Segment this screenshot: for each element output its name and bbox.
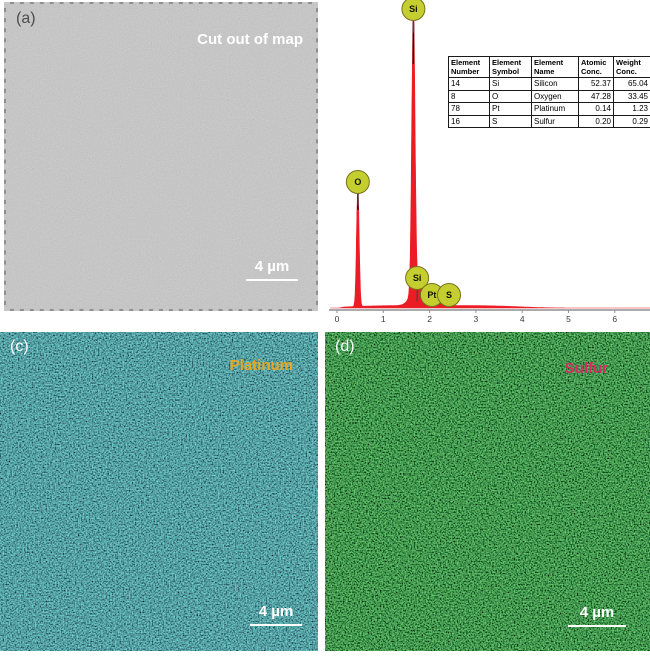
- platinum-map-title: Platinum: [229, 357, 293, 374]
- table-cell: 65.04: [613, 77, 650, 91]
- table-cell: Sulfur: [531, 114, 579, 129]
- element-label-text: Pt: [427, 290, 436, 300]
- table-cell: 47.28: [578, 89, 614, 104]
- eds-quant-table: Element Number Element Symbol Element Name…: [448, 56, 650, 129]
- panel-c-label: (c): [10, 338, 29, 355]
- table-row: 14 Si Silicon 52.37 65.04: [448, 77, 650, 91]
- panel-a-sem-image: (a) Cut out of map 4 µm: [4, 2, 318, 311]
- element-label-text: S: [446, 290, 452, 300]
- table-cell: 52.37: [578, 77, 614, 91]
- table-cell: Silicon: [531, 77, 579, 91]
- sulfur-map-texture: [325, 332, 650, 651]
- element-label-text: Si: [409, 4, 418, 14]
- panel-c-platinum-map: (c) Platinum 4 µm: [0, 332, 318, 651]
- panel-d-label: (d): [335, 338, 355, 355]
- table-cell: O: [489, 89, 532, 104]
- table-header-cell: Element Name: [531, 56, 579, 78]
- panel-d-sulfur-map: (d) Sulfur 4 µm: [325, 332, 650, 651]
- table-cell: Oxygen: [531, 89, 579, 104]
- panel-b-eds-spectrum: 0 1 2 3 4 5 6 Si O Si Pt S Element Number Element Sy…: [325, 0, 650, 330]
- table-row: 78 Pt Platinum 0.14 1.23: [448, 102, 650, 116]
- table-cell: 16: [448, 114, 490, 129]
- table-header-cell: Weight Conc.: [613, 56, 650, 78]
- table-header-cell: Element Symbol: [489, 56, 532, 78]
- x-tick-label: 6: [612, 314, 617, 324]
- table-row: 16 S Sulfur 0.20 0.29: [448, 114, 650, 129]
- scalebar-panel-d: 4 µm: [568, 605, 626, 627]
- scalebar-text: 4 µm: [258, 603, 294, 620]
- x-tick-label: 5: [566, 314, 571, 324]
- table-cell: 33.45: [613, 89, 650, 104]
- scalebar-line: [250, 624, 302, 626]
- x-tick-label: 3: [474, 314, 479, 324]
- table-cell: 0.14: [578, 102, 614, 116]
- table-cell: 1.23: [613, 102, 650, 116]
- platinum-map-texture: [0, 332, 318, 651]
- panel-a-label: (a): [16, 10, 36, 27]
- sulfur-map-title: Sulfur: [564, 360, 608, 377]
- spectrum-trace: [330, 5, 650, 309]
- scalebar-line: [568, 625, 626, 627]
- x-tick-label: 2: [427, 314, 432, 324]
- element-label-text: O: [354, 177, 361, 187]
- scalebar-panel-c: 4 µm: [250, 604, 302, 626]
- scalebar-panel-a: 4 µm: [246, 259, 298, 281]
- scalebar-text: 4 µm: [579, 604, 615, 621]
- table-cell: 8: [448, 89, 490, 104]
- table-cell: Platinum: [531, 102, 579, 116]
- scalebar-text: 4 µm: [254, 258, 290, 275]
- table-cell: Pt: [489, 102, 532, 116]
- x-tick-label: 0: [335, 314, 340, 324]
- table-cell: S: [489, 114, 532, 129]
- scalebar-line: [246, 279, 298, 281]
- table-cell: 0.29: [613, 114, 650, 129]
- table-cell: 14: [448, 77, 490, 91]
- sem-noise-texture: [6, 4, 316, 309]
- element-label-circle: [401, 0, 426, 21]
- x-tick-label: 4: [520, 314, 525, 324]
- element-label-text: Si: [413, 273, 422, 283]
- table-cell: Si: [489, 77, 532, 91]
- table-header-cell: Element Number: [448, 56, 490, 78]
- table-cell: 0.20: [578, 114, 614, 129]
- element-label-circle: [437, 283, 462, 307]
- table-cell: 78: [448, 102, 490, 116]
- x-tick-label: 1: [381, 314, 386, 324]
- table-header-cell: Atomic Conc.: [578, 56, 614, 78]
- element-label-circle: [405, 266, 430, 290]
- element-label-circle: [345, 170, 370, 194]
- table-header-row: Element Number Element Symbol Element Name…: [448, 56, 650, 78]
- table-row: 8 O Oxygen 47.28 33.45: [448, 89, 650, 104]
- cut-out-of-map-label: Cut out of map: [197, 31, 303, 48]
